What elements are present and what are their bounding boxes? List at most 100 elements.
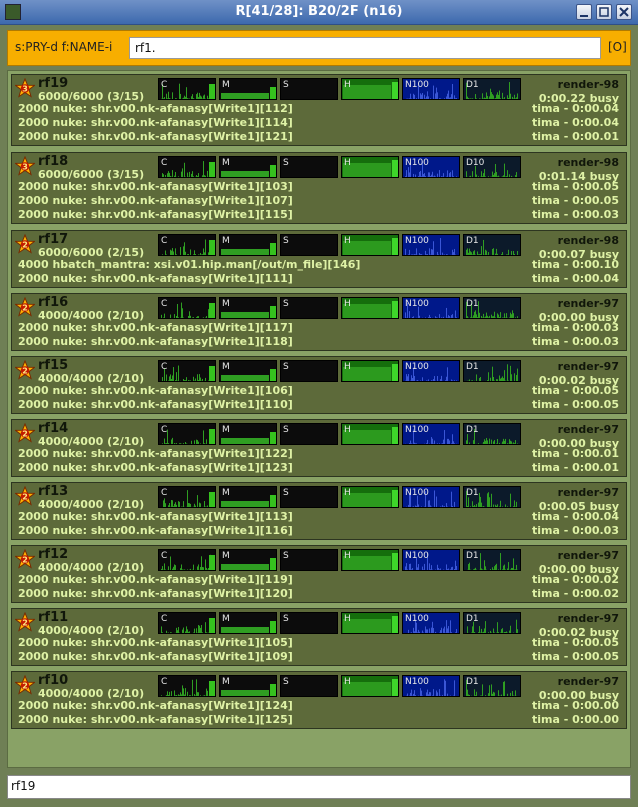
network-graph-sample bbox=[409, 311, 410, 318]
hdd-graph: H bbox=[341, 156, 399, 178]
disk-graph-plot bbox=[466, 163, 517, 177]
hdd-graph-plot bbox=[343, 490, 398, 507]
cpu-graph-sample bbox=[174, 564, 175, 570]
task-name: 2000 nuke: shr.v00.nk-afanasy[Write1][12… bbox=[18, 713, 293, 726]
task-time: tima - 0:00.04 bbox=[532, 272, 619, 285]
render-row[interactable]: 2 rf13 4000/4000 (2/10) render-97 0:00.05 bu… bbox=[11, 482, 627, 540]
cpu-graph-sample bbox=[188, 503, 189, 507]
disk-graph-sample bbox=[468, 444, 469, 445]
cpu-graph-sample bbox=[185, 318, 186, 319]
cpu-graph-sample bbox=[164, 498, 165, 507]
network-graph-sample bbox=[413, 316, 414, 318]
cpu-graph-sample bbox=[186, 626, 187, 633]
cpu-graph-sample bbox=[200, 95, 201, 99]
cpu-graph-sample bbox=[211, 570, 212, 571]
cpu-graph-sample bbox=[161, 626, 162, 633]
cpu-graph-sample bbox=[180, 317, 181, 318]
render-busy-time: 0:00.22 busy bbox=[538, 92, 619, 105]
network-graph-sample bbox=[425, 696, 426, 697]
disk-graph-sample bbox=[515, 690, 516, 696]
cpu-graph: C bbox=[158, 78, 216, 100]
command-input[interactable]: rf19 bbox=[7, 775, 631, 799]
network-graph-sample bbox=[411, 254, 412, 255]
cpu-current-bar bbox=[209, 492, 215, 507]
cpu-graph-sample bbox=[183, 378, 184, 381]
network-graph-sample bbox=[447, 438, 448, 444]
disk-graph-label: D1 bbox=[466, 299, 479, 309]
network-graph-sample bbox=[407, 302, 408, 318]
network-graph-sample bbox=[453, 695, 454, 696]
render-row[interactable]: 2 rf10 4000/4000 (2/10) render-97 0:00.00 bu… bbox=[11, 671, 627, 729]
network-graph-sample bbox=[431, 506, 432, 507]
disk-graph-sample bbox=[493, 441, 494, 444]
render-row[interactable]: 3 rf19 6000/6000 (3/15) render-98 0:00.22 bu… bbox=[11, 74, 627, 146]
render-host: render-97 bbox=[557, 423, 619, 436]
network-graph-sample bbox=[406, 506, 407, 507]
filter-input[interactable]: rf1. bbox=[129, 37, 601, 59]
filter-mode-label[interactable]: s:PRY-d f:NAME-i bbox=[15, 40, 113, 54]
maximize-button[interactable] bbox=[596, 4, 612, 20]
network-graph-sample bbox=[432, 380, 433, 381]
cpu-graph-sample bbox=[211, 444, 212, 445]
cpu-graph-sample bbox=[196, 317, 197, 318]
disk-graph-sample bbox=[516, 564, 517, 570]
disk-graph-sample bbox=[488, 372, 489, 381]
disk-graph-sample bbox=[517, 368, 518, 381]
hdd-graph: H bbox=[341, 423, 399, 445]
task-name: 2000 nuke: shr.v00.nk-afanasy[Write1][12… bbox=[18, 587, 293, 600]
disk-graph-sample bbox=[487, 440, 488, 444]
render-row[interactable]: 2 rf16 4000/4000 (2/10) render-97 0:00.00 bu… bbox=[11, 293, 627, 351]
render-list[interactable]: 3 rf19 6000/6000 (3/15) render-98 0:00.22 bu… bbox=[7, 70, 631, 768]
disk-graph-sample bbox=[487, 493, 488, 507]
app-icon[interactable] bbox=[5, 4, 21, 20]
disk-graph-sample bbox=[511, 99, 512, 100]
disk-graph-sample bbox=[508, 696, 509, 697]
cpu-graph-sample bbox=[180, 247, 181, 255]
network-graph-sample bbox=[433, 318, 434, 319]
disk-graph-sample bbox=[497, 695, 498, 696]
disk-graph-sample bbox=[501, 254, 502, 255]
cpu-graph-sample bbox=[191, 381, 192, 382]
disk-graph-sample bbox=[486, 312, 487, 318]
network-graph: N100 bbox=[402, 675, 460, 697]
network-graph-sample bbox=[452, 170, 453, 177]
disk-graph-sample bbox=[502, 628, 503, 633]
disk-graph-sample bbox=[484, 317, 485, 318]
render-row[interactable]: 2 rf17 6000/6000 (2/15) render-98 0:00.07 bu… bbox=[11, 230, 627, 288]
cpu-graph-sample bbox=[192, 94, 193, 99]
disk-graph-sample bbox=[479, 312, 480, 318]
network-graph-sample bbox=[432, 249, 433, 255]
hdd-graph-plot bbox=[343, 616, 398, 633]
disk-graph-sample bbox=[472, 171, 473, 177]
render-row[interactable]: 2 rf15 4000/4000 (2/10) render-97 0:00.02 bu… bbox=[11, 356, 627, 414]
network-graph-sample bbox=[411, 98, 412, 99]
hdd-usage-area bbox=[343, 556, 391, 570]
cpu-graph-sample bbox=[185, 688, 186, 696]
disk-graph-sample bbox=[482, 632, 483, 633]
network-graph-sample bbox=[456, 566, 457, 570]
network-graph-sample bbox=[428, 379, 429, 381]
render-row[interactable]: 2 rf12 4000/4000 (2/10) render-97 0:00.00 bu… bbox=[11, 545, 627, 603]
cpu-graph-sample bbox=[171, 691, 172, 696]
render-row[interactable]: 3 rf18 6000/6000 (3/15) render-98 0:01.14 bu… bbox=[11, 152, 627, 224]
network-graph-sample bbox=[410, 318, 411, 319]
minimize-button[interactable] bbox=[576, 4, 592, 20]
network-graph-sample bbox=[418, 564, 419, 570]
disk-graph-sample bbox=[507, 254, 508, 255]
cpu-graph-sample bbox=[183, 688, 184, 696]
filter-options-button[interactable]: [O] bbox=[608, 40, 627, 54]
cpu-graph-sample bbox=[212, 380, 213, 381]
close-button[interactable] bbox=[616, 4, 632, 20]
disk-graph-sample bbox=[502, 317, 503, 318]
cpu-graph: C bbox=[158, 486, 216, 508]
disk-graph-sample bbox=[504, 507, 505, 508]
cpu-graph-sample bbox=[190, 568, 191, 570]
disk-graph-sample bbox=[509, 630, 510, 633]
cpu-graph-sample bbox=[181, 255, 182, 256]
disk-graph-sample bbox=[478, 254, 479, 255]
render-row[interactable]: 2 rf11 4000/4000 (2/10) render-97 0:00.02 bu… bbox=[11, 608, 627, 666]
network-graph-sample bbox=[406, 255, 407, 256]
cpu-graph-sample bbox=[171, 439, 172, 444]
render-row[interactable]: 2 rf14 4000/4000 (2/10) render-97 0:00.00 bu… bbox=[11, 419, 627, 477]
network-graph-sample bbox=[430, 692, 431, 696]
